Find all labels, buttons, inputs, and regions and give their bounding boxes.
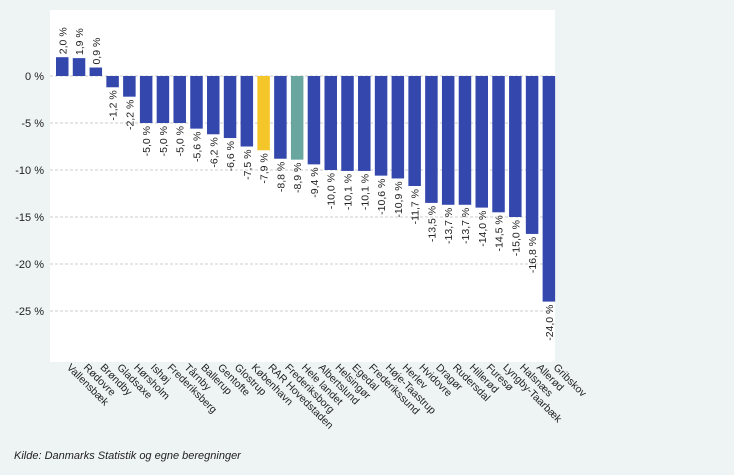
bar <box>173 76 186 123</box>
value-label: -7,9 % <box>259 153 271 183</box>
value-label: -14,5 % <box>494 215 506 251</box>
value-label: -5,0 % <box>141 126 153 156</box>
x-axis-labels: VallensbækRødovreBrøndbyGladsaxeHørsholm… <box>64 362 589 432</box>
value-label: -13,7 % <box>460 208 472 244</box>
bars <box>56 57 556 302</box>
bar <box>374 76 388 176</box>
bar <box>123 76 136 97</box>
value-label: -5,0 % <box>175 126 187 156</box>
value-label: -5,0 % <box>158 126 170 156</box>
value-label: -7,5 % <box>242 150 254 180</box>
bar <box>509 76 522 217</box>
bar <box>156 76 170 123</box>
bar <box>207 76 220 135</box>
bar <box>391 76 405 179</box>
value-label: -15,0 % <box>510 220 522 256</box>
bar <box>190 76 203 129</box>
bar <box>425 76 438 203</box>
value-label: -6,6 % <box>225 141 237 171</box>
value-label: -6,2 % <box>208 137 220 167</box>
bar <box>290 76 304 160</box>
bar <box>341 76 354 171</box>
bar <box>441 76 455 205</box>
value-label: -11,7 % <box>410 189 422 224</box>
bar <box>240 76 254 147</box>
value-label: -8,8 % <box>275 162 287 192</box>
bar <box>274 76 287 159</box>
bar <box>89 67 103 76</box>
y-tick-label: 0 % <box>25 71 44 83</box>
value-label: -8,9 % <box>292 163 304 193</box>
value-label: -10,1 % <box>359 174 371 210</box>
bar <box>72 58 86 76</box>
source-note: Kilde: Danmarks Statistik og egne beregn… <box>14 450 241 462</box>
value-labels: 2,0 % 1,9 % 0,9 %-1,2 % -2,2 %-5,0 % -5,0 % -… <box>57 27 556 340</box>
value-label: -14,0 % <box>477 211 489 247</box>
y-axis-ticks: 0 % -5 % -10 % -15 % -20 % -25 % <box>15 71 44 318</box>
value-label: -10,0 % <box>326 173 338 209</box>
bar <box>324 76 337 170</box>
bar <box>307 76 321 165</box>
y-tick-label: -25 % <box>15 306 44 318</box>
y-tick-label: -20 % <box>15 259 44 271</box>
bar <box>139 76 153 123</box>
value-label: -13,5 % <box>426 206 438 242</box>
y-tick-label: -15 % <box>15 212 44 224</box>
bar <box>542 76 556 302</box>
bar <box>492 76 505 213</box>
value-label: -10,1 % <box>343 174 355 210</box>
bar <box>458 76 472 205</box>
bar <box>358 76 371 171</box>
value-label: -9,4 % <box>309 167 321 197</box>
value-label: -10,9 % <box>393 181 405 217</box>
y-tick-label: -5 % <box>21 118 44 130</box>
value-label: 2,0 % <box>57 27 69 54</box>
bar <box>525 76 539 234</box>
value-label: -24,0 % <box>544 305 556 341</box>
bar <box>475 76 488 208</box>
value-label: -13,7 % <box>443 208 455 244</box>
value-label: -1,2 % <box>108 90 120 120</box>
value-label: 0,9 % <box>91 38 103 65</box>
bar <box>408 76 421 186</box>
bar <box>56 57 69 76</box>
value-label: 1,9 % <box>74 28 86 55</box>
y-tick-label: -10 % <box>15 165 44 177</box>
bar <box>257 76 270 151</box>
value-label: -10,6 % <box>376 179 388 215</box>
value-label: -5,6 % <box>191 132 203 162</box>
value-label: -16,8 % <box>527 237 539 273</box>
bar <box>106 76 119 88</box>
value-label: -2,2 % <box>124 100 136 130</box>
bar <box>223 76 237 139</box>
